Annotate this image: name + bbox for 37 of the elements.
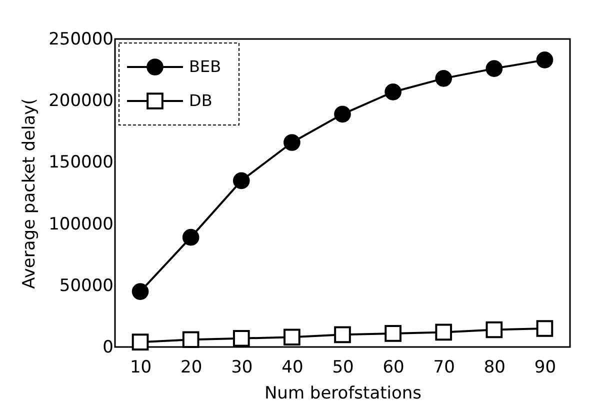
x-tick-label: 20 <box>180 358 202 378</box>
x-axis-title: Num berofstations <box>264 384 422 404</box>
point <box>232 330 250 347</box>
point <box>536 52 554 68</box>
x-tick-label: 70 <box>433 358 455 378</box>
legend-label: DB <box>189 91 212 110</box>
x-tick-label: 80 <box>484 358 506 378</box>
y-tick-label: 150000 <box>48 152 114 173</box>
point <box>536 320 554 337</box>
x-tick-label: 30 <box>231 358 253 378</box>
legend-label: BEB <box>189 57 222 76</box>
point <box>132 283 149 300</box>
point <box>435 324 452 341</box>
point <box>486 60 503 77</box>
y-tick-label: 50000 <box>59 276 114 296</box>
x-tick-label: 50 <box>332 358 354 378</box>
point <box>232 172 250 190</box>
point <box>284 328 300 346</box>
y-tick-label: 200000 <box>48 91 114 112</box>
point <box>334 106 351 123</box>
x-tick-label: 40 <box>282 358 304 378</box>
point <box>334 326 351 344</box>
point <box>384 84 402 100</box>
x-tick-label: 60 <box>382 358 404 378</box>
y-tick-label: 0 <box>102 338 114 358</box>
point <box>486 321 503 338</box>
point <box>132 334 149 350</box>
x-tick-label: 90 <box>534 358 556 378</box>
x-tick-label: 10 <box>130 358 152 378</box>
point <box>384 325 402 342</box>
point <box>284 134 300 151</box>
y-tick-label: 100000 <box>48 214 114 234</box>
point <box>435 70 452 87</box>
point <box>182 331 200 348</box>
y-tick-label: 250000 <box>48 30 114 50</box>
point <box>182 228 200 246</box>
y-axis-title: Average packet delay( <box>20 98 40 289</box>
